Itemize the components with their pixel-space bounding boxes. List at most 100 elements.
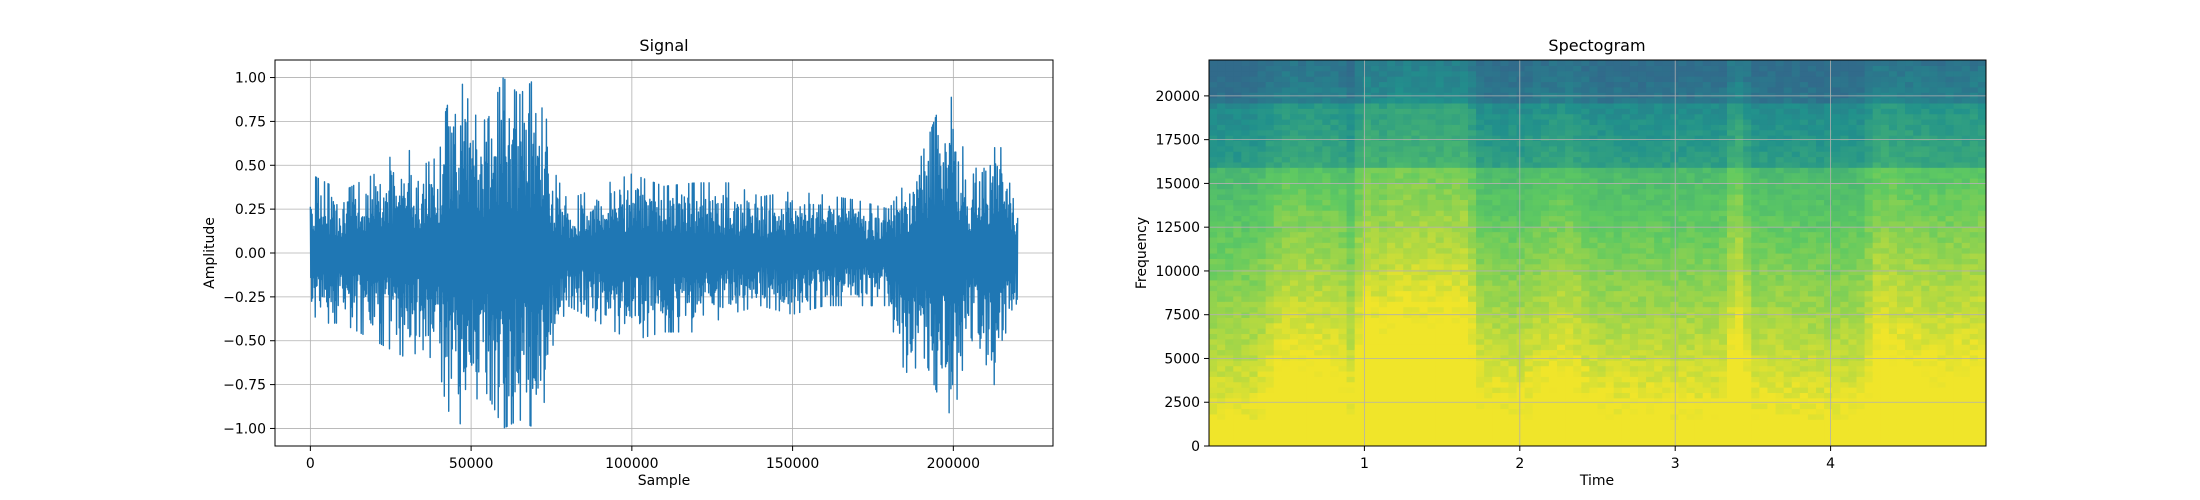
spectrogram-cell	[1419, 151, 1429, 158]
spectrogram-cell	[1314, 135, 1323, 142]
spectrogram-cell	[1743, 306, 1752, 313]
spectrogram-cell	[1322, 344, 1331, 351]
spectrogram-cell	[1233, 333, 1242, 340]
spectrogram-cell	[1411, 376, 1421, 383]
spectrogram-cell	[1735, 387, 1744, 393]
spectrogram-cell	[1678, 365, 1688, 372]
spectrogram-cell	[1621, 220, 1631, 227]
spectrogram-cell	[1298, 322, 1307, 329]
spectrogram-cell	[1435, 333, 1445, 340]
spectrogram-cell	[1727, 408, 1736, 415]
spectrogram-cell	[1265, 242, 1275, 249]
spectrogram-cell	[1484, 242, 1493, 249]
spectrogram-cell	[1265, 145, 1275, 152]
spectrogram-cell	[1670, 204, 1680, 211]
spectrogram-cell	[1694, 60, 1704, 66]
spectrogram-cell	[1459, 194, 1469, 200]
spectrogram-cell	[1678, 102, 1688, 109]
spectrogram-cell	[1298, 102, 1307, 109]
spectrogram-cell	[1476, 263, 1485, 270]
spectrogram-cell	[1257, 220, 1267, 227]
spectrogram-cell	[1662, 124, 1671, 131]
spectrogram-cell	[1662, 397, 1671, 404]
spectrogram-cell	[1557, 188, 1566, 195]
spectrogram-cell	[1532, 333, 1542, 340]
spectrogram-cell	[1686, 413, 1696, 420]
spectrogram-cell	[1225, 242, 1234, 249]
spectrogram-cell	[1289, 397, 1299, 404]
spectrogram-cell	[1629, 301, 1639, 308]
spectrogram-cell	[1419, 247, 1429, 254]
spectrogram-cell	[1500, 392, 1510, 399]
spectrogram-cell	[1532, 113, 1542, 120]
spectrogram-cell	[1759, 344, 1769, 351]
spectrogram-cell	[1217, 70, 1226, 77]
spectrogram-cell	[1548, 220, 1558, 227]
spectrogram-cell	[1443, 124, 1453, 131]
spectrogram-cell	[1670, 226, 1680, 233]
spectrogram-cell	[1637, 194, 1647, 200]
spectrogram-cell	[1702, 408, 1712, 415]
spectrogram-cell	[1273, 70, 1283, 77]
spectrogram-cell	[1743, 81, 1752, 88]
spectrogram-cell	[1759, 242, 1769, 249]
spectrogram-cell	[1589, 419, 1599, 426]
spectrogram-cell	[1443, 338, 1453, 345]
spectrogram-cell	[1362, 60, 1372, 66]
spectrogram-cell	[1613, 156, 1623, 163]
spectrogram-cell	[1298, 247, 1307, 254]
spectrogram-cell	[1378, 349, 1388, 356]
spectrogram-cell	[1573, 338, 1582, 345]
spectrogram-cell	[1500, 60, 1510, 66]
spectrogram-cell	[1209, 70, 1218, 77]
spectrogram-cell	[1468, 204, 1477, 211]
spectrogram-cell	[1557, 60, 1566, 66]
spectrogram-cell	[1621, 413, 1631, 420]
spectrogram-cell	[1751, 129, 1760, 136]
spectrogram-cell	[1306, 370, 1315, 377]
spectrogram-cell	[1500, 344, 1510, 351]
spectrogram-cell	[1265, 220, 1275, 227]
spectrogram-cell	[1597, 199, 1607, 206]
spectrogram-cell	[1249, 424, 1259, 431]
spectrogram-cell	[1605, 338, 1615, 345]
spectrogram-cell	[1289, 301, 1299, 308]
spectrogram-cell	[1281, 338, 1291, 345]
spectrogram-cell	[1346, 328, 1356, 335]
spectrogram-cell	[1573, 151, 1582, 158]
spectrogram-cell	[1597, 360, 1607, 367]
spectrogram-cell	[1435, 440, 1445, 446]
spectrogram-cell	[1330, 151, 1340, 158]
spectrogram-cell	[1330, 204, 1340, 211]
spectrogram-cell	[1273, 81, 1283, 88]
spectrogram-cell	[1524, 365, 1534, 372]
spectrogram-cell	[1443, 118, 1453, 125]
spectrogram-cell	[1670, 360, 1680, 367]
spectrogram-cell	[1557, 274, 1566, 281]
spectrogram-cell	[1225, 247, 1234, 254]
spectrogram-cell	[1686, 81, 1696, 88]
spectrogram-cell	[1735, 199, 1744, 206]
signal-waveform	[309, 77, 1019, 429]
spectrogram-cell	[1241, 172, 1251, 179]
spectrogram-cell	[1532, 376, 1542, 383]
spectrogram-cell	[1298, 199, 1307, 206]
spectrogram-cell	[1500, 81, 1510, 88]
spectrogram-cell	[1362, 408, 1372, 415]
spectrogram-cell	[1670, 242, 1680, 249]
spectrogram-cell	[1524, 253, 1534, 259]
spectrogram-cell	[1330, 108, 1340, 115]
spectrogram-cell	[1662, 419, 1671, 426]
spectrogram-cell	[1686, 65, 1696, 72]
spectrogram-cell	[1468, 253, 1477, 259]
spectrogram-cell	[1646, 435, 1655, 442]
spectrogram-cell	[1621, 108, 1631, 115]
spectrogram-cell	[1354, 429, 1364, 436]
spectrogram-cell	[1581, 403, 1590, 410]
spectrogram-cell	[1508, 172, 1518, 179]
spectrogram-cell	[1314, 322, 1323, 329]
spectrogram-cell	[1670, 253, 1680, 259]
spectrogram-cell	[1411, 204, 1421, 211]
spectrogram-cell	[1743, 365, 1752, 372]
spectrogram-cell	[1281, 344, 1291, 351]
